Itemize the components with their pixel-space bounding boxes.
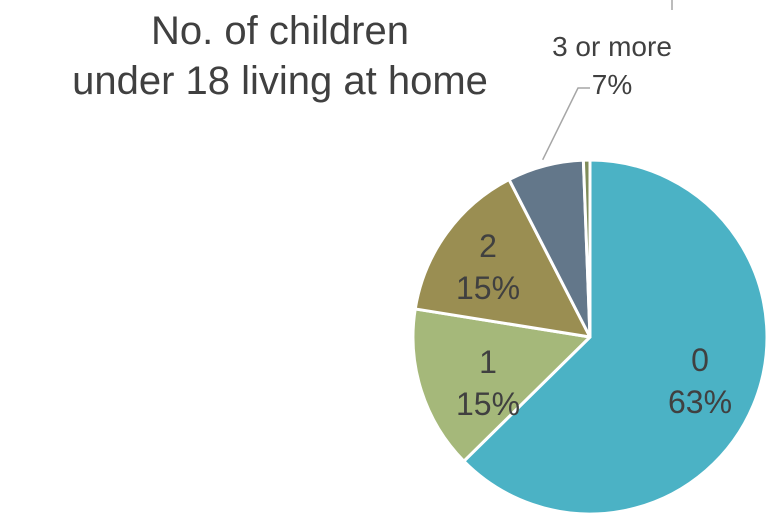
- data-label-percent: 15%: [456, 386, 520, 422]
- data-label-2: 2 15%: [456, 228, 520, 306]
- chart-title-line-1: No. of children: [151, 9, 409, 53]
- data-label-3-or-more: 3 or more 7%: [552, 31, 672, 100]
- leader-lines: [541, 0, 673, 161]
- data-label-0: 0 63%: [668, 342, 732, 420]
- pie-slice-1: [411, 307, 592, 463]
- data-labels: 0 63%1 15%2 15%3 or more 7%: [456, 31, 732, 422]
- pie-slice-0: [462, 158, 769, 516]
- data-label-percent: 63%: [668, 384, 732, 420]
- data-label-category: 2: [479, 228, 497, 264]
- data-label-1: 1 15%: [456, 344, 520, 422]
- data-label-percent: 7%: [592, 69, 632, 100]
- data-label-category: 0: [691, 342, 709, 378]
- chart-title-line-2: under 18 living at home: [72, 59, 488, 103]
- pie-slice-unlabeled: [581, 158, 592, 339]
- data-label-percent: 15%: [456, 270, 520, 306]
- chart-title: No. of children under 18 living at home: [10, 6, 550, 106]
- pie-slices: [411, 158, 769, 516]
- leader-line-3-or-more: [541, 87, 590, 161]
- pie-slice-2: [413, 178, 592, 339]
- data-label-category: 1: [479, 344, 497, 380]
- data-label-category: 3 or more: [552, 31, 672, 62]
